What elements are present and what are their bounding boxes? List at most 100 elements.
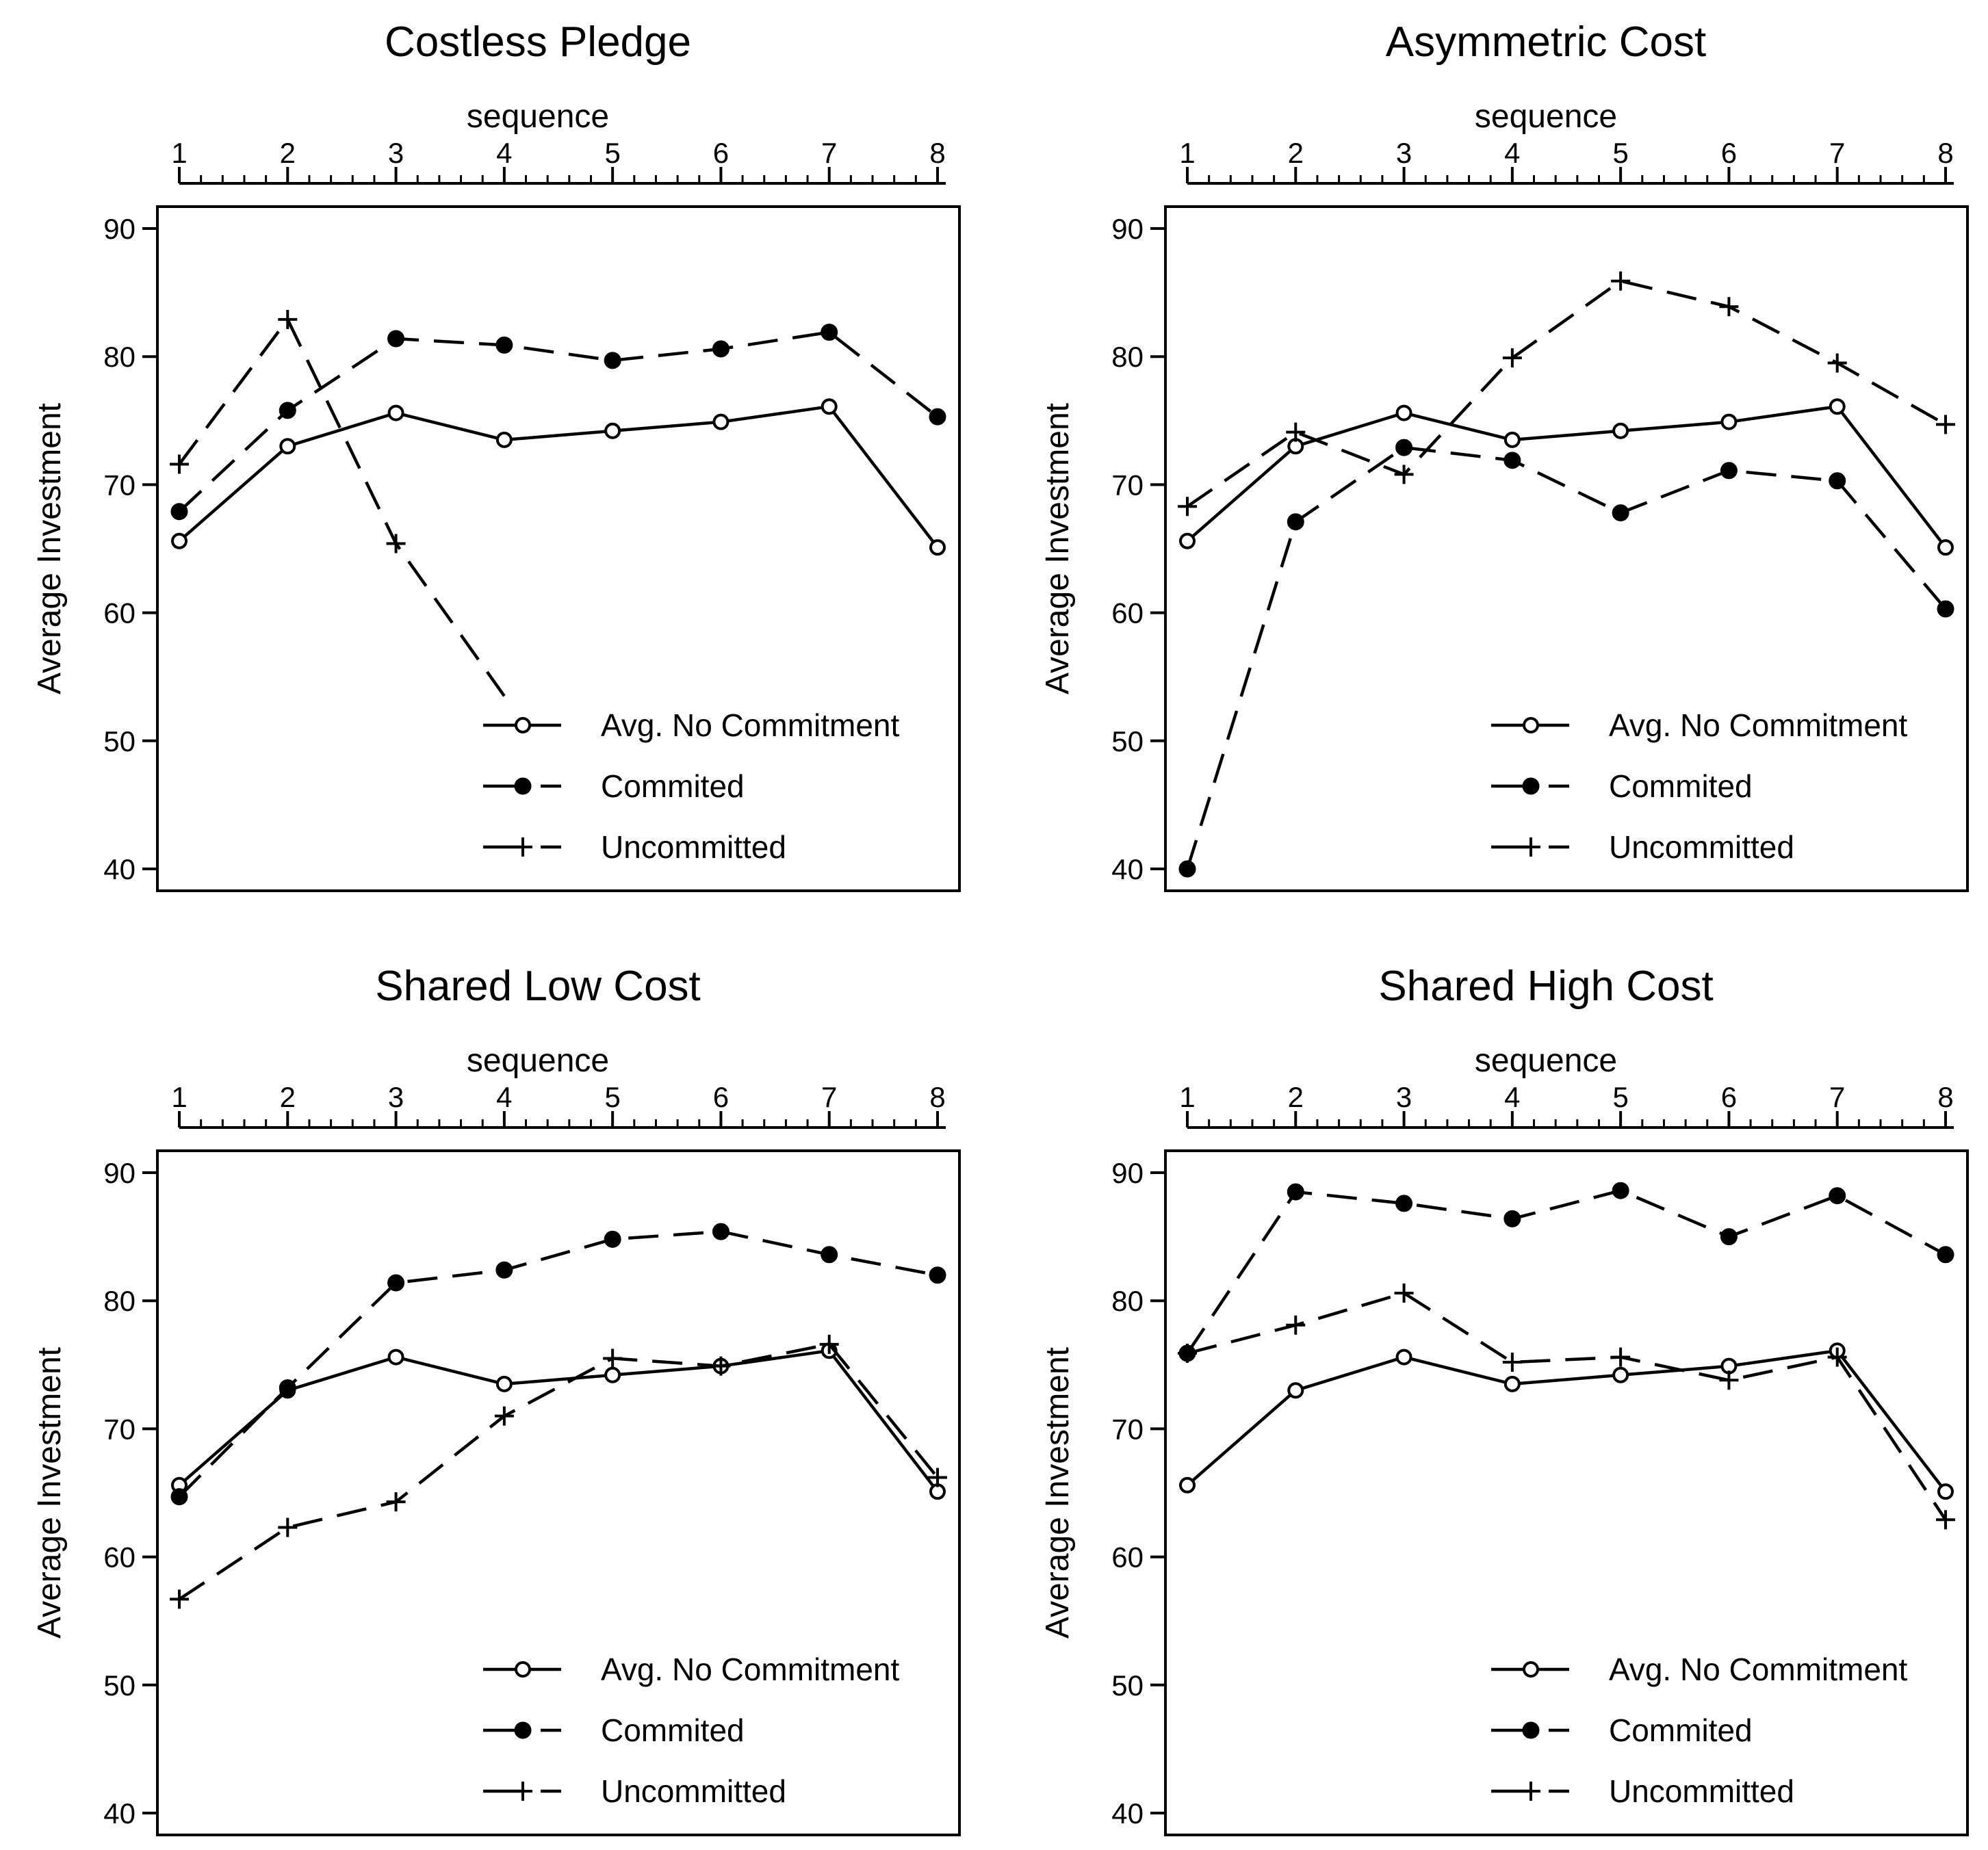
panel-asymmetric-cost-series-uncommitted-point-6 <box>1719 297 1739 317</box>
panel-costless-pledge-y-tick-label-80: 80 <box>103 341 135 373</box>
panel-shared-low-cost-y-tick-label-40: 40 <box>103 1797 135 1829</box>
panel-shared-high-cost-series-uncommitted-point-6 <box>1719 1370 1739 1390</box>
panel-shared-high-cost-title: Shared High Cost <box>1378 963 1713 1010</box>
panel-shared-low-cost-title: Shared Low Cost <box>375 963 701 1010</box>
panel-shared-low-cost-y-tick-label-70: 70 <box>103 1413 135 1445</box>
panel-shared-low-cost-legend-item-commited: Commited <box>483 1712 745 1748</box>
panel-asymmetric-cost-x-tick-label-1: 1 <box>1179 137 1195 169</box>
panel-shared-high-cost-series-uncommitted <box>1178 1283 1955 1530</box>
panel-asymmetric-cost-series-avg-no-commitment-point-6 <box>1720 413 1738 430</box>
panel-asymmetric-cost-series-uncommitted-point-3 <box>1394 465 1414 484</box>
panel-shared-low-cost-series-uncommitted-point-4 <box>494 1406 514 1426</box>
panel-costless-pledge-series-avg-no-commitment-point-7 <box>821 398 838 415</box>
panel-asymmetric-cost-legend-item-uncommitted-label: Uncommitted <box>1609 829 1794 865</box>
panel-shared-high-cost-legend-item-avg-no-commitment: Avg. No Commitment <box>1491 1652 1908 1687</box>
panel-asymmetric-cost-y-tick-label-50: 50 <box>1111 725 1144 757</box>
panel-costless-pledge-legend-item-commited-label: Commited <box>601 768 745 804</box>
panel-shared-high-cost-series-commited <box>1178 1182 1954 1362</box>
panel-shared-high-cost-x-tick-label-8: 8 <box>1937 1081 1953 1113</box>
panel-costless-pledge-y-axis-title: Average Investment <box>31 403 68 694</box>
panel-shared-high-cost-series-commited-point-4 <box>1503 1210 1521 1227</box>
panel-shared-low-cost-legend-item-avg-no-commitment-key-marker <box>515 1661 531 1678</box>
panel-asymmetric-cost-legend-item-commited-key-marker <box>1522 777 1540 795</box>
panel-asymmetric-cost-y-tick-label-60: 60 <box>1111 597 1144 629</box>
panel-asymmetric-cost-x-tick-label-5: 5 <box>1612 137 1628 169</box>
panel-costless-pledge-legend-item-commited-key-marker <box>514 777 532 795</box>
panel-asymmetric-cost-series-uncommitted <box>1178 271 1955 517</box>
panel-costless-pledge-legend-item-uncommitted-key-marker <box>513 837 532 857</box>
panel-shared-low-cost-series-uncommitted-point-1 <box>170 1589 189 1609</box>
panel-shared-low-cost: Shared Low Cost sequence 1 2 3 4 5 6 7 8 40 50 60 70 8… <box>31 963 961 1836</box>
panel-costless-pledge-y-tick-label-90: 90 <box>103 213 135 245</box>
panel-asymmetric-cost-legend-item-avg-no-commitment: Avg. No Commitment <box>1491 707 1908 743</box>
panel-shared-high-cost-x-tick-label-4: 4 <box>1504 1081 1520 1113</box>
panel-shared-high-cost-series-avg-no-commitment-line <box>1186 1349 1947 1493</box>
panel-shared-high-cost-series-avg-no-commitment-point-4 <box>1503 1375 1521 1392</box>
panel-shared-low-cost-y-axis-title: Average Investment <box>31 1347 68 1639</box>
panel-costless-pledge-title: Costless Pledge <box>385 18 691 66</box>
panel-costless-pledge-series-commited-point-5 <box>604 352 621 369</box>
panel-asymmetric-cost-series-uncommitted-point-7 <box>1827 353 1847 373</box>
panel-shared-high-cost-series-uncommitted-point-4 <box>1502 1353 1522 1372</box>
panel-shared-low-cost-x-tick-label-2: 2 <box>280 1081 296 1113</box>
panel-asymmetric-cost-series-uncommitted-line <box>1186 279 1947 508</box>
panel-shared-high-cost-series-uncommitted-point-2 <box>1286 1315 1306 1335</box>
panel-shared-low-cost-legend-item-uncommitted: Uncommitted <box>483 1773 786 1809</box>
panel-asymmetric-cost-x-tick-label-6: 6 <box>1721 137 1737 169</box>
panel-asymmetric-cost-y-tick-label-40: 40 <box>1111 853 1144 885</box>
panel-shared-high-cost-x-tick-label-1: 1 <box>1179 1081 1195 1113</box>
panel-shared-high-cost-legend-item-avg-no-commitment-key-marker <box>1523 1661 1539 1678</box>
panel-costless-pledge-legend-item-commited: Commited <box>483 768 745 804</box>
panel-shared-low-cost-x-axis-title: sequence <box>467 1043 609 1079</box>
panel-shared-low-cost-series-avg-no-commitment-point-5 <box>604 1366 621 1383</box>
panel-shared-low-cost-series-uncommitted-line <box>178 1342 939 1601</box>
panel-shared-high-cost-legend-item-commited: Commited <box>1491 1712 1753 1748</box>
panel-asymmetric-cost-legend: Avg. No Commitment Commited Uncommitted <box>1491 707 1908 865</box>
panel-shared-high-cost-series-commited-point-2 <box>1287 1183 1304 1201</box>
panel-asymmetric-cost-series-commited-point-5 <box>1612 504 1629 522</box>
panel-shared-low-cost-legend-item-uncommitted-label: Uncommitted <box>601 1773 786 1809</box>
panel-shared-high-cost-series-uncommitted-point-1 <box>1178 1343 1197 1363</box>
panel-costless-pledge-series-uncommitted-line <box>178 317 506 697</box>
panel-costless-pledge-x-tick-label-4: 4 <box>496 137 512 169</box>
panel-asymmetric-cost: Asymmetric Cost sequence 1 2 3 4 5 6 7 8 40 50 60 70 8… <box>1040 18 1969 892</box>
panel-shared-low-cost-series-uncommitted-point-3 <box>386 1492 406 1512</box>
panel-costless-pledge-series-uncommitted <box>170 309 506 697</box>
panel-asymmetric-cost-series-commited-point-3 <box>1395 439 1413 456</box>
panel-costless-pledge-x-tick-label-1: 1 <box>171 137 187 169</box>
panel-asymmetric-cost-y-tick-label-80: 80 <box>1111 341 1144 373</box>
panel-shared-low-cost-series-commited-point-2 <box>279 1379 296 1396</box>
panel-shared-high-cost-series-commited-point-8 <box>1937 1246 1954 1264</box>
panel-shared-high-cost-plot-frame <box>1164 1149 1969 1836</box>
panel-asymmetric-cost-series-avg-no-commitment-point-7 <box>1829 398 1846 415</box>
panel-shared-low-cost-legend-item-commited-label: Commited <box>601 1712 745 1748</box>
panel-shared-high-cost-y-tick-label-70: 70 <box>1111 1413 1144 1445</box>
panel-costless-pledge-y-tick-label-60: 60 <box>103 597 135 629</box>
panel-shared-high-cost-series-commited-point-3 <box>1395 1195 1413 1212</box>
panel-shared-high-cost-series-commited-line <box>1186 1188 1947 1355</box>
panel-asymmetric-cost-series-avg-no-commitment-point-1 <box>1179 532 1196 549</box>
panel-shared-high-cost-series-uncommitted-line <box>1187 1291 1947 1521</box>
panel-costless-pledge-series-commited-point-1 <box>170 503 188 521</box>
panel-shared-high-cost-y-axis-title: Average Investment <box>1040 1347 1076 1639</box>
panel-costless-pledge-series-uncommitted-point-1 <box>170 454 189 474</box>
panel-shared-low-cost-x-tick-label-6: 6 <box>713 1081 729 1113</box>
panel-shared-high-cost-series-commited-point-6 <box>1720 1228 1738 1246</box>
panel-shared-high-cost-x-tick-label-3: 3 <box>1396 1081 1412 1113</box>
panel-shared-low-cost-series-uncommitted-point-2 <box>278 1517 298 1537</box>
panel-shared-high-cost-legend-item-uncommitted-key-marker <box>1521 1782 1540 1801</box>
panel-costless-pledge-series-avg-no-commitment-point-8 <box>929 539 946 556</box>
panel-shared-high-cost-series-uncommitted-point-3 <box>1394 1283 1414 1303</box>
panel-costless-pledge-legend: Avg. No Commitment Commited Uncommitted <box>483 707 900 865</box>
panel-shared-high-cost-series-avg-no-commitment-point-5 <box>1612 1366 1629 1383</box>
panel-shared-high-cost-legend: Avg. No Commitment Commited Uncommitted <box>1491 1652 1908 1809</box>
panel-costless-pledge-series-commited-point-6 <box>712 340 730 358</box>
panel-shared-high-cost-y-tick-label-90: 90 <box>1111 1157 1144 1189</box>
panel-shared-low-cost-series-uncommitted <box>170 1334 947 1609</box>
panel-costless-pledge-legend-item-avg-no-commitment-label: Avg. No Commitment <box>601 707 900 743</box>
panel-shared-high-cost-legend-item-uncommitted-label: Uncommitted <box>1609 1773 1794 1809</box>
panel-shared-low-cost-x-tick-label-5: 5 <box>604 1081 620 1113</box>
panel-shared-high-cost-legend-item-commited-label: Commited <box>1609 1712 1753 1748</box>
panel-costless-pledge: Costless Pledge sequence 1 2 3 4 5 6 7 8 40 50 60 70 8… <box>31 18 961 892</box>
panel-costless-pledge-series-uncommitted-point-3 <box>386 534 406 553</box>
